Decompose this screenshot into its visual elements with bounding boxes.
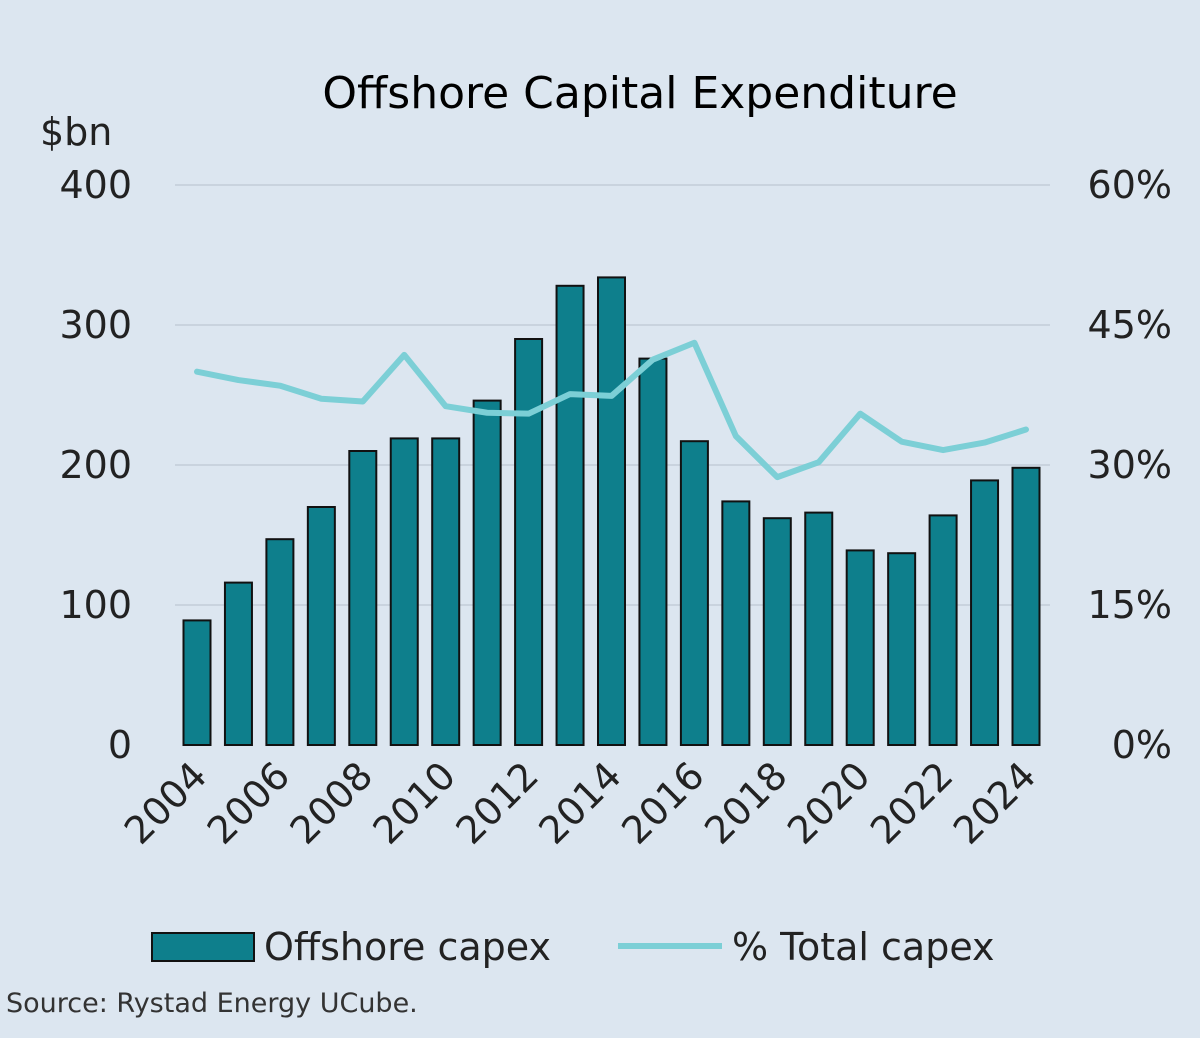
- bar-2021: [887, 552, 917, 747]
- bar-2011: [472, 399, 502, 746]
- legend-label-offshore-capex: Offshore capex: [264, 925, 551, 969]
- source-note: Source: Rystad Energy UCube.: [6, 988, 418, 1019]
- x-tick-label: 2020: [779, 753, 879, 853]
- bar-2015: [638, 357, 668, 746]
- y2-tick-label: 15%: [1088, 583, 1172, 627]
- y-tick-label: 400: [59, 163, 132, 207]
- x-tick-label: 2024: [945, 753, 1045, 853]
- bar-2009: [389, 437, 419, 746]
- bar-2008: [348, 450, 378, 746]
- y-tick-label: 100: [59, 583, 132, 627]
- bar-2014: [597, 276, 626, 746]
- x-tick-label: 2008: [282, 753, 382, 853]
- y-tick-label: 0: [108, 723, 132, 767]
- bar-2010: [431, 437, 461, 746]
- x-tick-label: 2012: [447, 753, 547, 853]
- y-axis-label: $bn: [40, 110, 112, 154]
- x-tick-label: 2006: [199, 753, 299, 853]
- bar-2017: [721, 500, 751, 746]
- y2-tick-label: 60%: [1088, 163, 1172, 207]
- x-tick-label: 2010: [365, 753, 465, 853]
- bar-2004: [182, 619, 212, 747]
- bar-2005: [223, 581, 253, 746]
- y-tick-label: 200: [59, 443, 132, 487]
- legend: Offshore capex % Total capex: [151, 925, 995, 969]
- bar-2016: [679, 440, 709, 746]
- x-tick-label: 2022: [862, 753, 962, 853]
- bar-2022: [928, 514, 958, 747]
- x-tick-label: 2014: [530, 753, 630, 853]
- bar-2018: [762, 517, 792, 747]
- y2-tick-label: 0%: [1112, 723, 1172, 767]
- bar-2007: [306, 506, 336, 746]
- bar-2023: [970, 479, 1000, 746]
- x-tick-label: 2004: [116, 753, 216, 853]
- bar-2019: [804, 511, 834, 746]
- legend-bar-swatch: [151, 932, 255, 962]
- bar-2024: [1011, 466, 1041, 746]
- y2-tick-label: 30%: [1088, 443, 1172, 487]
- bar-2012: [514, 338, 544, 746]
- bar-2013: [555, 284, 585, 746]
- legend-label-total-capex: % Total capex: [732, 925, 995, 969]
- chart-title: Offshore Capital Expenditure: [322, 68, 957, 119]
- y-tick-label: 300: [59, 303, 132, 347]
- y2-tick-label: 45%: [1088, 303, 1172, 347]
- x-tick-label: 2018: [696, 753, 796, 853]
- bar-2020: [845, 549, 875, 747]
- bar-2006: [265, 538, 295, 747]
- x-tick-label: 2016: [613, 753, 713, 853]
